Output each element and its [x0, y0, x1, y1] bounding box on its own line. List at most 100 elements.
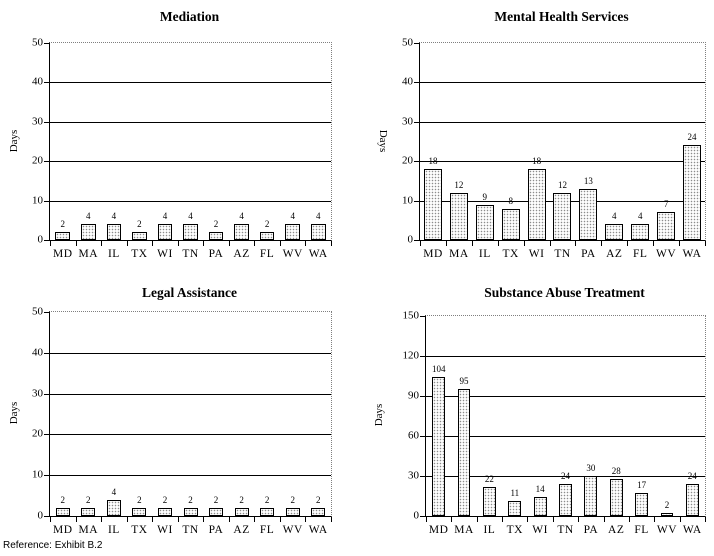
y-tick-label: 40	[32, 346, 43, 359]
x-tick	[50, 241, 51, 246]
y-tick-label: 20	[32, 427, 43, 440]
x-tick	[502, 517, 503, 522]
y-tick-label: 150	[402, 309, 420, 322]
bar	[183, 224, 198, 240]
y-tick	[414, 161, 419, 162]
gridline	[50, 353, 331, 354]
bar-value-label: 2	[264, 219, 270, 230]
y-tick	[44, 516, 49, 517]
bar-value-label: 11	[510, 488, 520, 499]
bar-value-label: 4	[612, 211, 617, 222]
bar-value-label: 7	[663, 199, 669, 210]
x-tick	[680, 517, 681, 522]
bar	[311, 507, 326, 516]
y-tick	[44, 201, 49, 202]
category-label: IL	[107, 524, 120, 536]
y-tick	[414, 43, 419, 44]
x-tick	[524, 241, 525, 246]
bar	[157, 507, 172, 516]
bar-value-label: 4	[239, 211, 244, 222]
y-tick-label: 30	[32, 115, 43, 128]
category-label: AZ	[608, 524, 625, 536]
bar	[106, 499, 121, 516]
category-label: WA	[682, 524, 702, 536]
y-axis-label: Days	[8, 401, 20, 425]
bar-value-label: 2	[213, 494, 219, 505]
bar	[310, 224, 326, 240]
x-tick	[629, 517, 630, 522]
y-tick	[44, 312, 49, 313]
gridline	[420, 161, 705, 162]
x-tick	[203, 241, 204, 246]
category-label: PA	[581, 248, 596, 260]
bar-value-label: 4	[315, 211, 321, 222]
y-tick-label: 0	[37, 233, 44, 246]
y-tick-label: 10	[32, 194, 43, 207]
bar-value-label: 8	[508, 195, 513, 206]
x-tick	[152, 241, 153, 246]
category-label: WI	[157, 248, 173, 260]
x-tick	[426, 517, 427, 522]
y-tick-label: 20	[32, 154, 43, 167]
bar	[635, 493, 648, 516]
y-tick	[44, 240, 49, 241]
y-tick	[420, 356, 425, 357]
bar-value-label: 2	[213, 219, 219, 230]
bar	[475, 204, 494, 240]
bar	[55, 507, 70, 516]
x-tick	[229, 241, 230, 246]
category-label: WA	[308, 248, 328, 260]
bar	[533, 497, 547, 516]
y-tick-label: 20	[402, 154, 413, 167]
category-label: MA	[454, 524, 474, 536]
bar	[208, 232, 224, 240]
bar-value-label: 4	[162, 211, 168, 222]
x-tick	[76, 241, 77, 246]
gridline	[50, 201, 331, 202]
chart-mediation: Mediation Days 0 10 20 30 40 50 2 MD 4 MA 4 IL 2 TX 4 W…	[0, 0, 357, 278]
x-tick	[578, 517, 579, 522]
bar	[259, 232, 275, 240]
x-tick	[331, 241, 332, 246]
x-tick	[604, 517, 605, 522]
y-axis-label: Days	[377, 129, 389, 152]
y-tick	[414, 122, 419, 123]
bar	[553, 192, 572, 240]
y-tick-label: 60	[408, 429, 419, 442]
x-tick	[575, 241, 576, 246]
bar-value-label: 4	[188, 211, 193, 222]
category-label: WA	[308, 524, 328, 536]
category-label: WV	[656, 524, 678, 536]
chart-title: Mediation	[159, 9, 220, 24]
bar	[579, 188, 598, 240]
x-tick	[152, 517, 153, 522]
bar-value-label: 2	[162, 494, 168, 505]
x-tick	[472, 241, 473, 246]
bar	[423, 169, 442, 240]
bar-value-label: 22	[484, 473, 494, 484]
x-tick	[653, 241, 654, 246]
y-tick	[44, 394, 49, 395]
x-tick	[705, 241, 706, 246]
category-label: WI	[528, 248, 545, 260]
gridline	[50, 161, 331, 162]
category-label: TX	[131, 524, 148, 536]
category-label: IL	[483, 524, 496, 536]
x-tick	[627, 241, 628, 246]
bar-value-label: 24	[687, 471, 697, 481]
y-tick	[44, 434, 49, 435]
category-label: MA	[78, 248, 99, 260]
bar-value-label: 17	[637, 480, 647, 491]
category-label: TN	[182, 248, 199, 260]
category-label: MD	[428, 524, 449, 536]
y-tick	[420, 516, 425, 517]
x-tick	[420, 241, 421, 246]
y-tick-label: 30	[408, 469, 419, 482]
bar	[631, 224, 650, 240]
gridline	[420, 82, 705, 83]
bar	[132, 232, 147, 240]
y-tick	[44, 43, 49, 44]
chart-mental-health-services: Mental Health Services Days 0 10 20 30 40 50 1…	[357, 0, 714, 278]
y-tick	[44, 82, 49, 83]
